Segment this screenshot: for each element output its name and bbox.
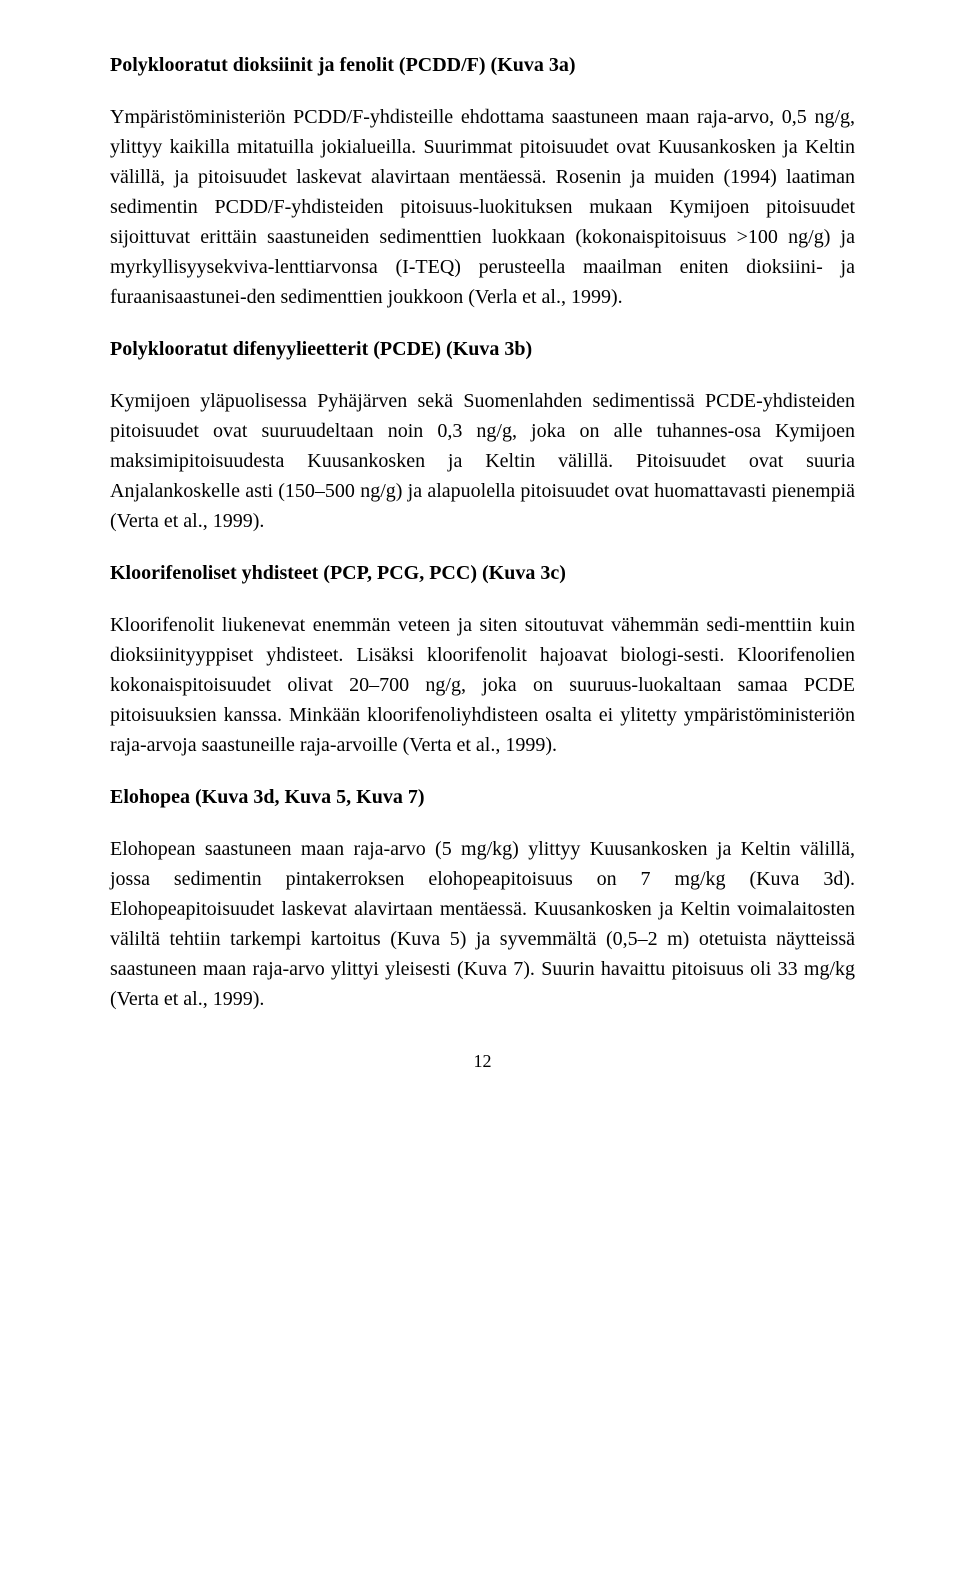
paragraph-1-1: Ympäristöministeriön PCDD/F-yhdisteille … (110, 102, 855, 312)
section-heading-2: Polyklooratut difenyylieetterit (PCDE) (… (110, 334, 855, 364)
section-heading-3: Kloorifenoliset yhdisteet (PCP, PCG, PCC… (110, 558, 855, 588)
paragraph-4-1: Elohopean saastuneen maan raja-arvo (5 m… (110, 834, 855, 1014)
document-content: Polyklooratut dioksiinit ja fenolit (PCD… (110, 50, 855, 1075)
section-3: Kloorifenoliset yhdisteet (PCP, PCG, PCC… (110, 558, 855, 760)
section-2: Polyklooratut difenyylieetterit (PCDE) (… (110, 334, 855, 536)
paragraph-2-1: Kymijoen yläpuolisessa Pyhäjärven sekä S… (110, 386, 855, 536)
section-1: Polyklooratut dioksiinit ja fenolit (PCD… (110, 50, 855, 312)
page-number: 12 (110, 1048, 855, 1075)
section-heading-1: Polyklooratut dioksiinit ja fenolit (PCD… (110, 50, 855, 80)
section-4: Elohopea (Kuva 3d, Kuva 5, Kuva 7) Eloho… (110, 782, 855, 1014)
section-heading-4: Elohopea (Kuva 3d, Kuva 5, Kuva 7) (110, 782, 855, 812)
paragraph-3-1: Kloorifenolit liukenevat enemmän veteen … (110, 610, 855, 760)
